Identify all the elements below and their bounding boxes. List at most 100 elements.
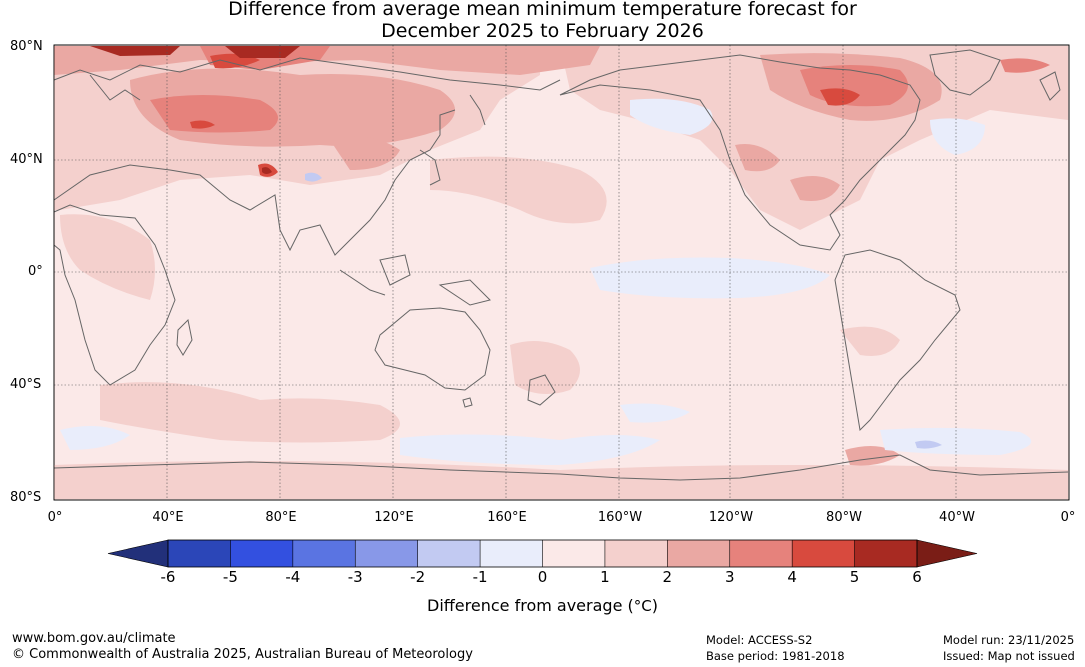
coastline-north-america bbox=[559, 54, 921, 251]
colorbar-tick-label: 2 bbox=[662, 568, 673, 586]
lat-label-equator: 0° bbox=[28, 264, 43, 279]
colorbar-segment bbox=[230, 540, 294, 567]
anomaly-area-south-atlantic-weak bbox=[840, 326, 900, 356]
coastline-kamchatka bbox=[469, 94, 486, 126]
coastlines bbox=[53, 49, 1069, 481]
colorbar-tick-label: -6 bbox=[160, 568, 176, 586]
colorbar-tick-label: 3 bbox=[724, 568, 735, 586]
lat-label-40n: 40°N bbox=[10, 152, 43, 167]
lon-label-80w: 80°W bbox=[826, 510, 862, 525]
lon-label-40e: 40°E bbox=[152, 510, 184, 525]
coastline-tasmania bbox=[462, 397, 473, 408]
colorbar-segment bbox=[604, 540, 668, 567]
anomaly-area-hudson-bay-very-strong bbox=[820, 88, 860, 106]
anomaly-area-kazakhstan-very-strong bbox=[190, 120, 215, 129]
anomaly-area-drake-cool bbox=[915, 440, 942, 449]
coastline-new-guinea bbox=[438, 279, 491, 306]
coastline-antarctica bbox=[53, 454, 1069, 481]
colorbar-title: Difference from average (°C) bbox=[427, 596, 658, 615]
colorbar-segment bbox=[480, 540, 543, 567]
coastline-madagascar bbox=[176, 318, 193, 356]
anomaly-area-baffin-strong bbox=[1000, 58, 1050, 73]
colorbar-tick-label: 4 bbox=[787, 568, 797, 586]
colorbar-tick-label: -5 bbox=[222, 568, 238, 586]
colorbar-segment bbox=[854, 540, 918, 567]
coastline-greenland bbox=[929, 49, 1001, 96]
colorbar bbox=[107, 539, 978, 568]
lon-label-120e: 120°E bbox=[374, 510, 414, 525]
colorbar-extend-low bbox=[107, 539, 169, 568]
gridlines bbox=[54, 45, 1068, 499]
colorbar-tick-label: -2 bbox=[410, 568, 426, 586]
anomaly-area-south-indian-weak bbox=[100, 382, 400, 443]
anomaly-area-southern-ocean-pacific-cool bbox=[400, 434, 660, 465]
title-line-2: December 2025 to February 2026 bbox=[381, 20, 704, 42]
footer-model-run: Model run: 23/11/2025 bbox=[943, 633, 1075, 647]
colorbar-border bbox=[167, 539, 918, 568]
coastline-eurasia-south bbox=[53, 109, 456, 256]
coastline-new-zealand bbox=[527, 374, 556, 406]
colorbar-segment bbox=[792, 540, 856, 567]
colorbar-segment bbox=[417, 540, 481, 567]
lon-label-80e: 80°E bbox=[265, 510, 297, 525]
coastline-scandinavia bbox=[89, 74, 141, 101]
colorbar-tick-label: 6 bbox=[912, 568, 922, 586]
anomaly-area-southern-ocean-atlantic-cool bbox=[880, 427, 1032, 455]
anomaly-area-arctic-russia-moderate bbox=[54, 46, 600, 75]
map-panel bbox=[53, 44, 1070, 501]
coastline-japan bbox=[419, 149, 441, 186]
footer-issued: Issued: Map not issued bbox=[943, 649, 1075, 663]
anomaly-area-north-pacific-cool bbox=[630, 98, 713, 135]
colorbar-segment bbox=[729, 540, 793, 567]
lon-label-40w: 40°W bbox=[939, 510, 975, 525]
coastline-sumatra bbox=[339, 269, 386, 296]
anomaly-area-mexico-moderate bbox=[790, 176, 840, 201]
anomaly-area-tibet-extreme bbox=[262, 167, 272, 174]
lon-label-160w: 160°W bbox=[597, 510, 643, 525]
lat-label-80s: 80°S bbox=[10, 490, 42, 505]
anomaly-area-antarctica-weak bbox=[54, 461, 1068, 499]
anomaly-area-africa-weak bbox=[60, 214, 155, 300]
coastline-uk bbox=[1039, 71, 1061, 101]
anomaly-shading bbox=[54, 46, 1068, 499]
anomaly-area-southern-ocean-indian-cool bbox=[60, 426, 130, 450]
colorbar-tick-label: 0 bbox=[537, 568, 548, 586]
colorbar-tick-label: -4 bbox=[285, 568, 301, 586]
footer-copyright: © Commonwealth of Australia 2025, Austra… bbox=[12, 647, 473, 662]
anomaly-area-us-moderate bbox=[735, 144, 780, 172]
colorbar-segment bbox=[355, 540, 419, 567]
anomaly-area-north-atlantic-cool bbox=[930, 118, 985, 155]
lon-label-0-right: 0° bbox=[1060, 510, 1076, 525]
colorbar-segment bbox=[292, 540, 356, 567]
footer-model: Model: ACCESS-S2 bbox=[706, 633, 813, 647]
lon-label-120w: 120°W bbox=[708, 510, 754, 525]
colorbar-segment bbox=[542, 540, 606, 567]
anomaly-area-yamal-extreme bbox=[225, 46, 300, 58]
coastline-australia bbox=[374, 307, 491, 391]
lat-label-80n: 80°N bbox=[10, 39, 43, 54]
colorbar-tick-label: -3 bbox=[347, 568, 363, 586]
anomaly-area-south-pacific-weak bbox=[510, 341, 580, 394]
colorbar-tick-label: 5 bbox=[849, 568, 860, 586]
anomaly-area-china-moderate bbox=[330, 136, 400, 170]
lon-label-160e: 160°E bbox=[487, 510, 527, 525]
colorbar-segment bbox=[168, 540, 231, 567]
anomaly-area-barents-extreme bbox=[90, 46, 180, 56]
anomaly-area-west-siberia-strong bbox=[150, 95, 278, 133]
lon-label-0-left: 0° bbox=[47, 510, 63, 525]
coastline-south-america bbox=[834, 249, 961, 432]
footer-url[interactable]: www.bom.gov.au/climate bbox=[12, 631, 176, 646]
colorbar-segment bbox=[667, 540, 731, 567]
anomaly-area-equatorial-pacific-cool bbox=[590, 257, 830, 299]
coastline-borneo bbox=[379, 254, 411, 286]
anomaly-area-tibet-cool bbox=[305, 172, 322, 182]
anomaly-area-pacific-weak bbox=[430, 156, 607, 224]
colorbar-tick-label: 1 bbox=[600, 568, 610, 586]
coastline-africa bbox=[53, 204, 176, 386]
title-line-1: Difference from average mean minimum tem… bbox=[228, 0, 857, 20]
colorbar-tick-label: -1 bbox=[472, 568, 488, 586]
footer-base-period: Base period: 1981-2018 bbox=[706, 649, 845, 663]
colorbar-extend-high bbox=[916, 539, 978, 568]
lat-label-40s: 40°S bbox=[10, 377, 42, 392]
